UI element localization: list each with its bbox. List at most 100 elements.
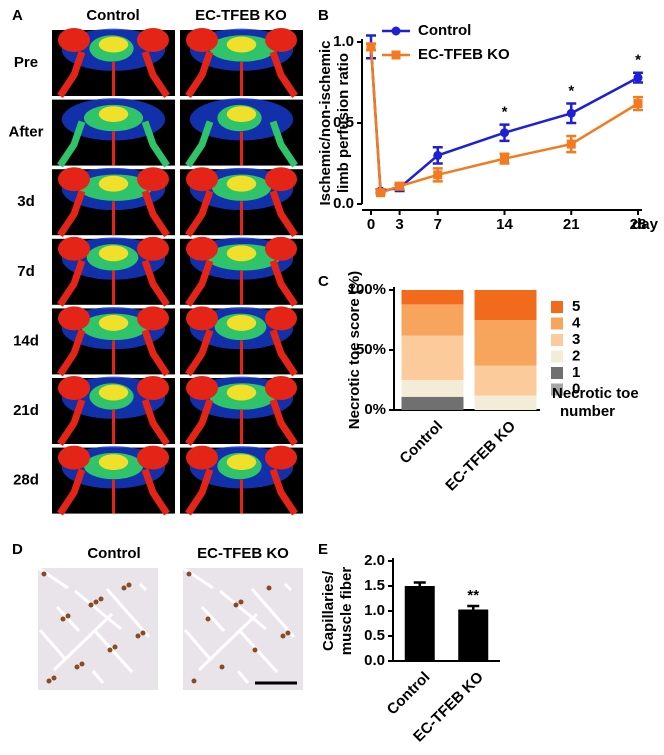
capillary (285, 630, 291, 636)
blob (58, 167, 90, 192)
leg (269, 398, 298, 446)
fiber-edge (55, 605, 81, 633)
fiber-edge (91, 670, 105, 684)
blob (226, 36, 257, 53)
fiber-edge (200, 605, 226, 633)
point (633, 99, 643, 109)
legend-label: 4 (572, 314, 581, 331)
bar-segment (474, 365, 537, 396)
leg (185, 398, 214, 446)
annotation: * (568, 83, 574, 100)
fiber-edge (197, 612, 259, 672)
annotation: * (502, 104, 508, 121)
fiber-edge (237, 628, 279, 674)
perfusion-image (52, 445, 175, 516)
fiber-edge (283, 582, 293, 592)
blob (186, 376, 218, 400)
point (366, 42, 376, 52)
leg (57, 190, 86, 238)
blob (265, 376, 297, 400)
legend-swatch (551, 301, 563, 313)
leg (185, 259, 214, 307)
point (500, 128, 509, 138)
blob (265, 306, 297, 331)
capillary (191, 678, 197, 684)
perfusion-image (180, 167, 303, 238)
bar (404, 586, 435, 661)
blob (226, 175, 257, 192)
point (633, 73, 643, 83)
blob (137, 28, 169, 52)
leg (141, 190, 170, 238)
y-axis-label: Capillaries/ (320, 570, 337, 651)
blob (58, 306, 90, 331)
legend-label: 0 (572, 380, 580, 397)
blob (98, 384, 129, 401)
y-tick-label: 1.5 (364, 577, 385, 594)
leg (57, 50, 86, 98)
leg (141, 120, 170, 168)
blob (137, 376, 169, 400)
perfusion-image (180, 376, 303, 446)
y-tick-label: 0.5 (333, 114, 354, 131)
leg (57, 259, 86, 307)
capillary (205, 616, 211, 622)
y-axis-label: muscle fiber (338, 567, 355, 656)
perfusion-image (180, 98, 303, 168)
legend-marker (391, 26, 401, 36)
blob (58, 445, 90, 470)
legend-label: Control (418, 22, 471, 39)
blob (186, 28, 218, 52)
leg (269, 329, 298, 377)
fiber-edge (219, 589, 267, 631)
row-label: After (8, 124, 43, 141)
y-tick-label: 1.0 (333, 33, 354, 50)
capillary (112, 644, 118, 650)
fiber-edge (250, 588, 296, 638)
y-axis-label: limb perfusion ratio (335, 53, 352, 193)
x-tick-label: EC-TFEB KO (442, 417, 519, 494)
point (566, 108, 576, 118)
capillary (186, 571, 192, 577)
histology-image (182, 566, 303, 690)
capillary (46, 678, 52, 684)
capillary (74, 664, 80, 670)
capillary (135, 633, 141, 639)
point (376, 188, 386, 198)
leg (57, 468, 86, 516)
legend-label: 1 (572, 364, 580, 381)
capillary (121, 585, 127, 591)
x-tick-label: Control (384, 669, 434, 719)
capillary (79, 661, 85, 667)
blob (58, 376, 90, 400)
perfusion-image (180, 306, 303, 377)
bar-segment (474, 320, 537, 366)
capillary (238, 599, 244, 605)
fiber-edge (37, 566, 69, 590)
leg (141, 50, 170, 98)
perfusion-image (52, 98, 175, 168)
blob (265, 445, 297, 470)
leg (57, 398, 86, 446)
x-tick-label: 7 (434, 216, 442, 233)
row-label: 14d (13, 332, 39, 349)
panel-label: A (12, 7, 23, 24)
capillary (51, 675, 57, 681)
y-tick-label: 1.0 (364, 602, 385, 619)
blob (58, 28, 90, 52)
capillary (41, 571, 47, 577)
bar-segment (401, 335, 464, 380)
bar (458, 609, 489, 661)
fiber-edge (74, 589, 122, 631)
perfusion-image (52, 167, 175, 238)
capillary (126, 582, 132, 588)
y-axis-label: Ischemic/non-ischemic (317, 40, 334, 205)
leg (269, 50, 298, 98)
leg (185, 50, 214, 98)
column-header: Control (86, 7, 139, 24)
legend-marker (391, 50, 401, 60)
capillary (266, 585, 272, 591)
blob (98, 36, 129, 53)
legend-swatch (551, 367, 563, 379)
